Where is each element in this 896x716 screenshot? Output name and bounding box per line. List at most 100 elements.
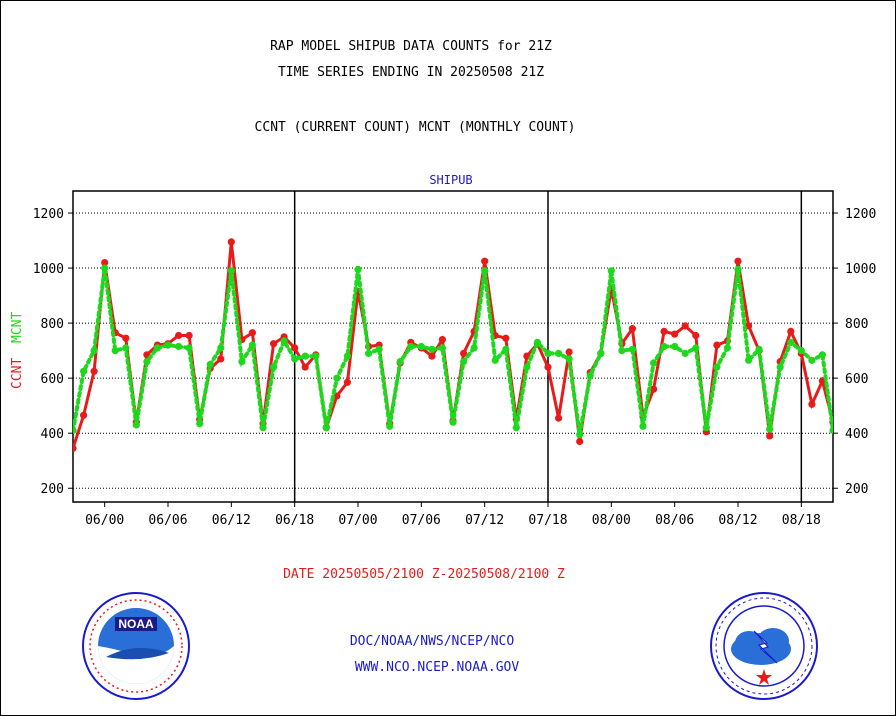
data-point-mcnt bbox=[818, 351, 827, 359]
data-point-mcnt bbox=[122, 344, 130, 352]
data-point-ccnt bbox=[80, 411, 88, 419]
data-point-ccnt bbox=[692, 331, 700, 340]
data-point-mcnt bbox=[322, 424, 330, 432]
data-point-mcnt bbox=[354, 265, 362, 273]
data-point-mcnt bbox=[206, 360, 214, 368]
data-point-mcnt bbox=[808, 356, 816, 364]
data-point-ccnt bbox=[628, 325, 637, 333]
data-point-mcnt bbox=[291, 355, 299, 363]
x-tick-label: 07/00 bbox=[338, 513, 377, 528]
x-tick-label: 07/06 bbox=[402, 513, 441, 528]
noaa-logo-icon: NOAA bbox=[82, 592, 190, 700]
data-point-mcnt bbox=[723, 344, 732, 352]
data-point-mcnt bbox=[734, 265, 742, 273]
data-point-mcnt bbox=[164, 341, 172, 349]
data-point-mcnt bbox=[73, 426, 77, 434]
y-tick-label-left: 200 bbox=[41, 482, 64, 497]
data-point-ccnt bbox=[681, 322, 689, 330]
data-point-ccnt bbox=[555, 414, 563, 422]
data-point-mcnt bbox=[533, 338, 542, 346]
chart-subtitle: TIME SERIES ENDING IN 20250508 21Z bbox=[277, 65, 545, 80]
data-point-mcnt bbox=[428, 345, 436, 353]
data-point-mcnt bbox=[227, 267, 235, 275]
x-tick-label: 06/12 bbox=[212, 513, 251, 528]
data-point-mcnt bbox=[386, 422, 394, 430]
data-point-mcnt bbox=[681, 349, 689, 357]
data-point-mcnt bbox=[80, 367, 88, 375]
data-point-mcnt bbox=[745, 356, 753, 364]
data-point-ccnt bbox=[301, 363, 309, 371]
data-point-ccnt bbox=[90, 367, 98, 375]
data-point-ccnt bbox=[808, 400, 816, 408]
data-point-mcnt bbox=[238, 358, 246, 366]
svg-text:NOAA: NOAA bbox=[118, 617, 154, 631]
data-point-ccnt bbox=[460, 349, 468, 357]
national-weather-service-logo-icon bbox=[710, 592, 818, 700]
y-tick-label-right: 600 bbox=[845, 372, 868, 387]
data-point-ccnt bbox=[787, 327, 795, 335]
data-point-mcnt bbox=[692, 344, 700, 352]
data-point-ccnt bbox=[217, 355, 225, 363]
series-group bbox=[73, 238, 833, 452]
series-line-mcnt bbox=[73, 267, 833, 435]
data-point-mcnt bbox=[280, 337, 288, 345]
data-point-mcnt bbox=[555, 349, 563, 357]
footer-agency: DOC/NOAA/NWS/NCEP/NCO bbox=[349, 634, 515, 649]
data-point-mcnt bbox=[153, 344, 161, 352]
data-point-mcnt bbox=[650, 359, 658, 367]
y-tick-label-left: 400 bbox=[41, 427, 64, 442]
data-point-ccnt bbox=[291, 344, 299, 352]
data-point-mcnt bbox=[111, 347, 119, 355]
y-tick-label-right: 1200 bbox=[845, 207, 876, 222]
data-point-mcnt bbox=[502, 345, 510, 353]
y-tick-label-left: 600 bbox=[41, 372, 64, 387]
data-point-ccnt bbox=[101, 259, 109, 267]
data-point-ccnt bbox=[343, 378, 351, 386]
data-point-mcnt bbox=[565, 355, 573, 363]
data-point-mcnt bbox=[628, 345, 637, 353]
data-point-mcnt bbox=[660, 342, 668, 351]
y-tick-label-left: 800 bbox=[41, 317, 64, 332]
data-point-mcnt bbox=[365, 349, 373, 357]
data-point-mcnt bbox=[301, 352, 309, 360]
data-point-mcnt bbox=[597, 349, 605, 357]
series-description: CCNT (CURRENT COUNT) MCNT (MONTHLY COUNT… bbox=[254, 120, 576, 135]
data-point-mcnt bbox=[312, 352, 320, 360]
chart-title: RAP MODEL SHIPUB DATA COUNTS for 21Z bbox=[270, 39, 552, 54]
data-point-ccnt bbox=[73, 444, 77, 452]
y-tick-label-right: 200 bbox=[845, 482, 868, 497]
panel-label: SHIPUB bbox=[429, 173, 473, 187]
y-tick-label-right: 800 bbox=[845, 317, 868, 332]
data-point-mcnt bbox=[259, 424, 267, 432]
data-point-ccnt bbox=[713, 341, 721, 349]
x-tick-label: 06/00 bbox=[85, 513, 124, 528]
data-point-mcnt bbox=[333, 374, 341, 382]
x-tick-label: 08/00 bbox=[592, 513, 631, 528]
data-point-mcnt bbox=[523, 363, 531, 371]
data-point-mcnt bbox=[797, 347, 805, 355]
data-point-mcnt bbox=[396, 358, 404, 366]
data-point-mcnt bbox=[671, 342, 679, 351]
data-point-mcnt bbox=[787, 338, 795, 346]
data-point-mcnt bbox=[491, 356, 499, 364]
data-point-mcnt bbox=[766, 425, 774, 433]
data-point-mcnt bbox=[776, 363, 784, 371]
data-point-ccnt bbox=[122, 334, 130, 342]
data-point-mcnt bbox=[196, 420, 204, 428]
data-point-ccnt bbox=[270, 340, 278, 348]
data-point-mcnt bbox=[639, 422, 647, 430]
x-tick-label: 06/06 bbox=[148, 513, 187, 528]
data-point-mcnt bbox=[607, 267, 615, 275]
data-point-ccnt bbox=[650, 385, 658, 393]
data-point-ccnt bbox=[481, 257, 489, 265]
data-point-mcnt bbox=[343, 352, 351, 360]
data-point-ccnt bbox=[671, 330, 679, 338]
date-range-label: DATE 20250505/2100 Z-20250508/2100 Z bbox=[283, 567, 565, 582]
data-point-mcnt bbox=[90, 347, 98, 355]
data-point-mcnt bbox=[132, 421, 140, 429]
data-point-ccnt bbox=[175, 331, 183, 340]
data-point-mcnt bbox=[829, 426, 833, 434]
data-point-ccnt bbox=[227, 238, 235, 246]
data-point-mcnt bbox=[481, 267, 489, 275]
